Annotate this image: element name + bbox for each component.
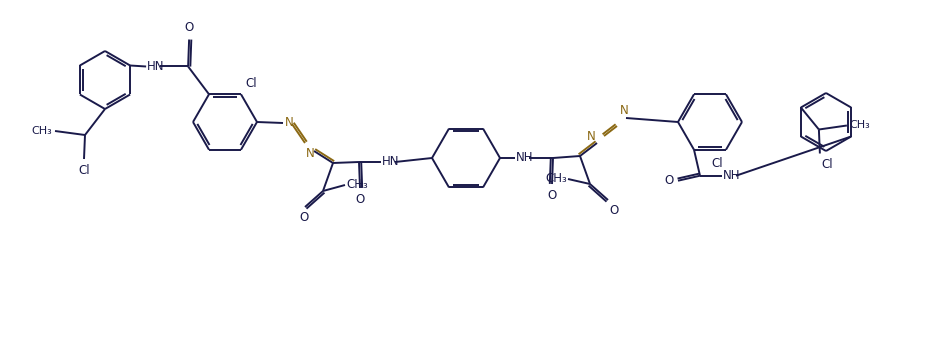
Text: CH₃: CH₃: [849, 120, 870, 131]
Text: NH: NH: [516, 151, 533, 164]
Text: O: O: [185, 21, 194, 34]
Text: NH: NH: [723, 169, 741, 182]
Text: O: O: [665, 174, 674, 187]
Text: O: O: [355, 193, 364, 206]
Text: HN: HN: [382, 156, 400, 169]
Text: Cl: Cl: [821, 158, 832, 171]
Text: Cl: Cl: [78, 164, 89, 177]
Text: O: O: [609, 204, 618, 217]
Text: N: N: [620, 104, 629, 117]
Text: CH₃: CH₃: [545, 172, 567, 186]
Text: CH₃: CH₃: [32, 126, 52, 136]
Text: CH₃: CH₃: [346, 178, 368, 191]
Text: N: N: [306, 147, 315, 160]
Text: Cl: Cl: [711, 157, 723, 170]
Text: O: O: [299, 211, 308, 224]
Text: N: N: [587, 131, 596, 144]
Text: HN: HN: [147, 60, 165, 73]
Text: N: N: [285, 117, 294, 130]
Text: Cl: Cl: [245, 77, 256, 90]
Text: O: O: [547, 189, 556, 202]
